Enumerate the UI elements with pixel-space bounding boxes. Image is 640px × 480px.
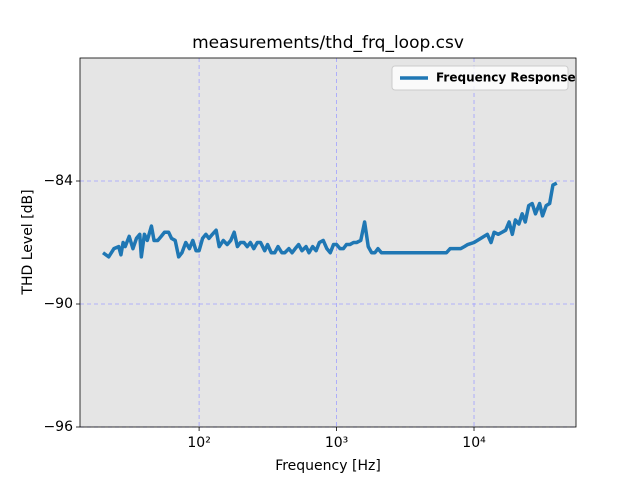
y-tick-label: −90 [43,296,73,312]
y-axis-label: THD Level [dB] [20,189,36,295]
legend: Frequency Response [391,65,576,91]
y-tick-label: −84 [43,173,73,189]
plot-frame [79,57,577,428]
legend-label: Frequency Response [436,71,576,85]
x-axis-label: Frequency [Hz] [275,458,381,474]
x-tick-label: 10³ [325,435,348,451]
legend-box [391,65,569,91]
plot-area [80,58,576,427]
y-tick-label: −96 [43,419,73,435]
x-tick-label: 10² [187,435,210,451]
chart-title: measurements/thd_frq_loop.csv [192,33,464,53]
x-tick-label: 10⁴ [462,435,486,451]
series [101,181,558,259]
data-line [101,181,558,259]
